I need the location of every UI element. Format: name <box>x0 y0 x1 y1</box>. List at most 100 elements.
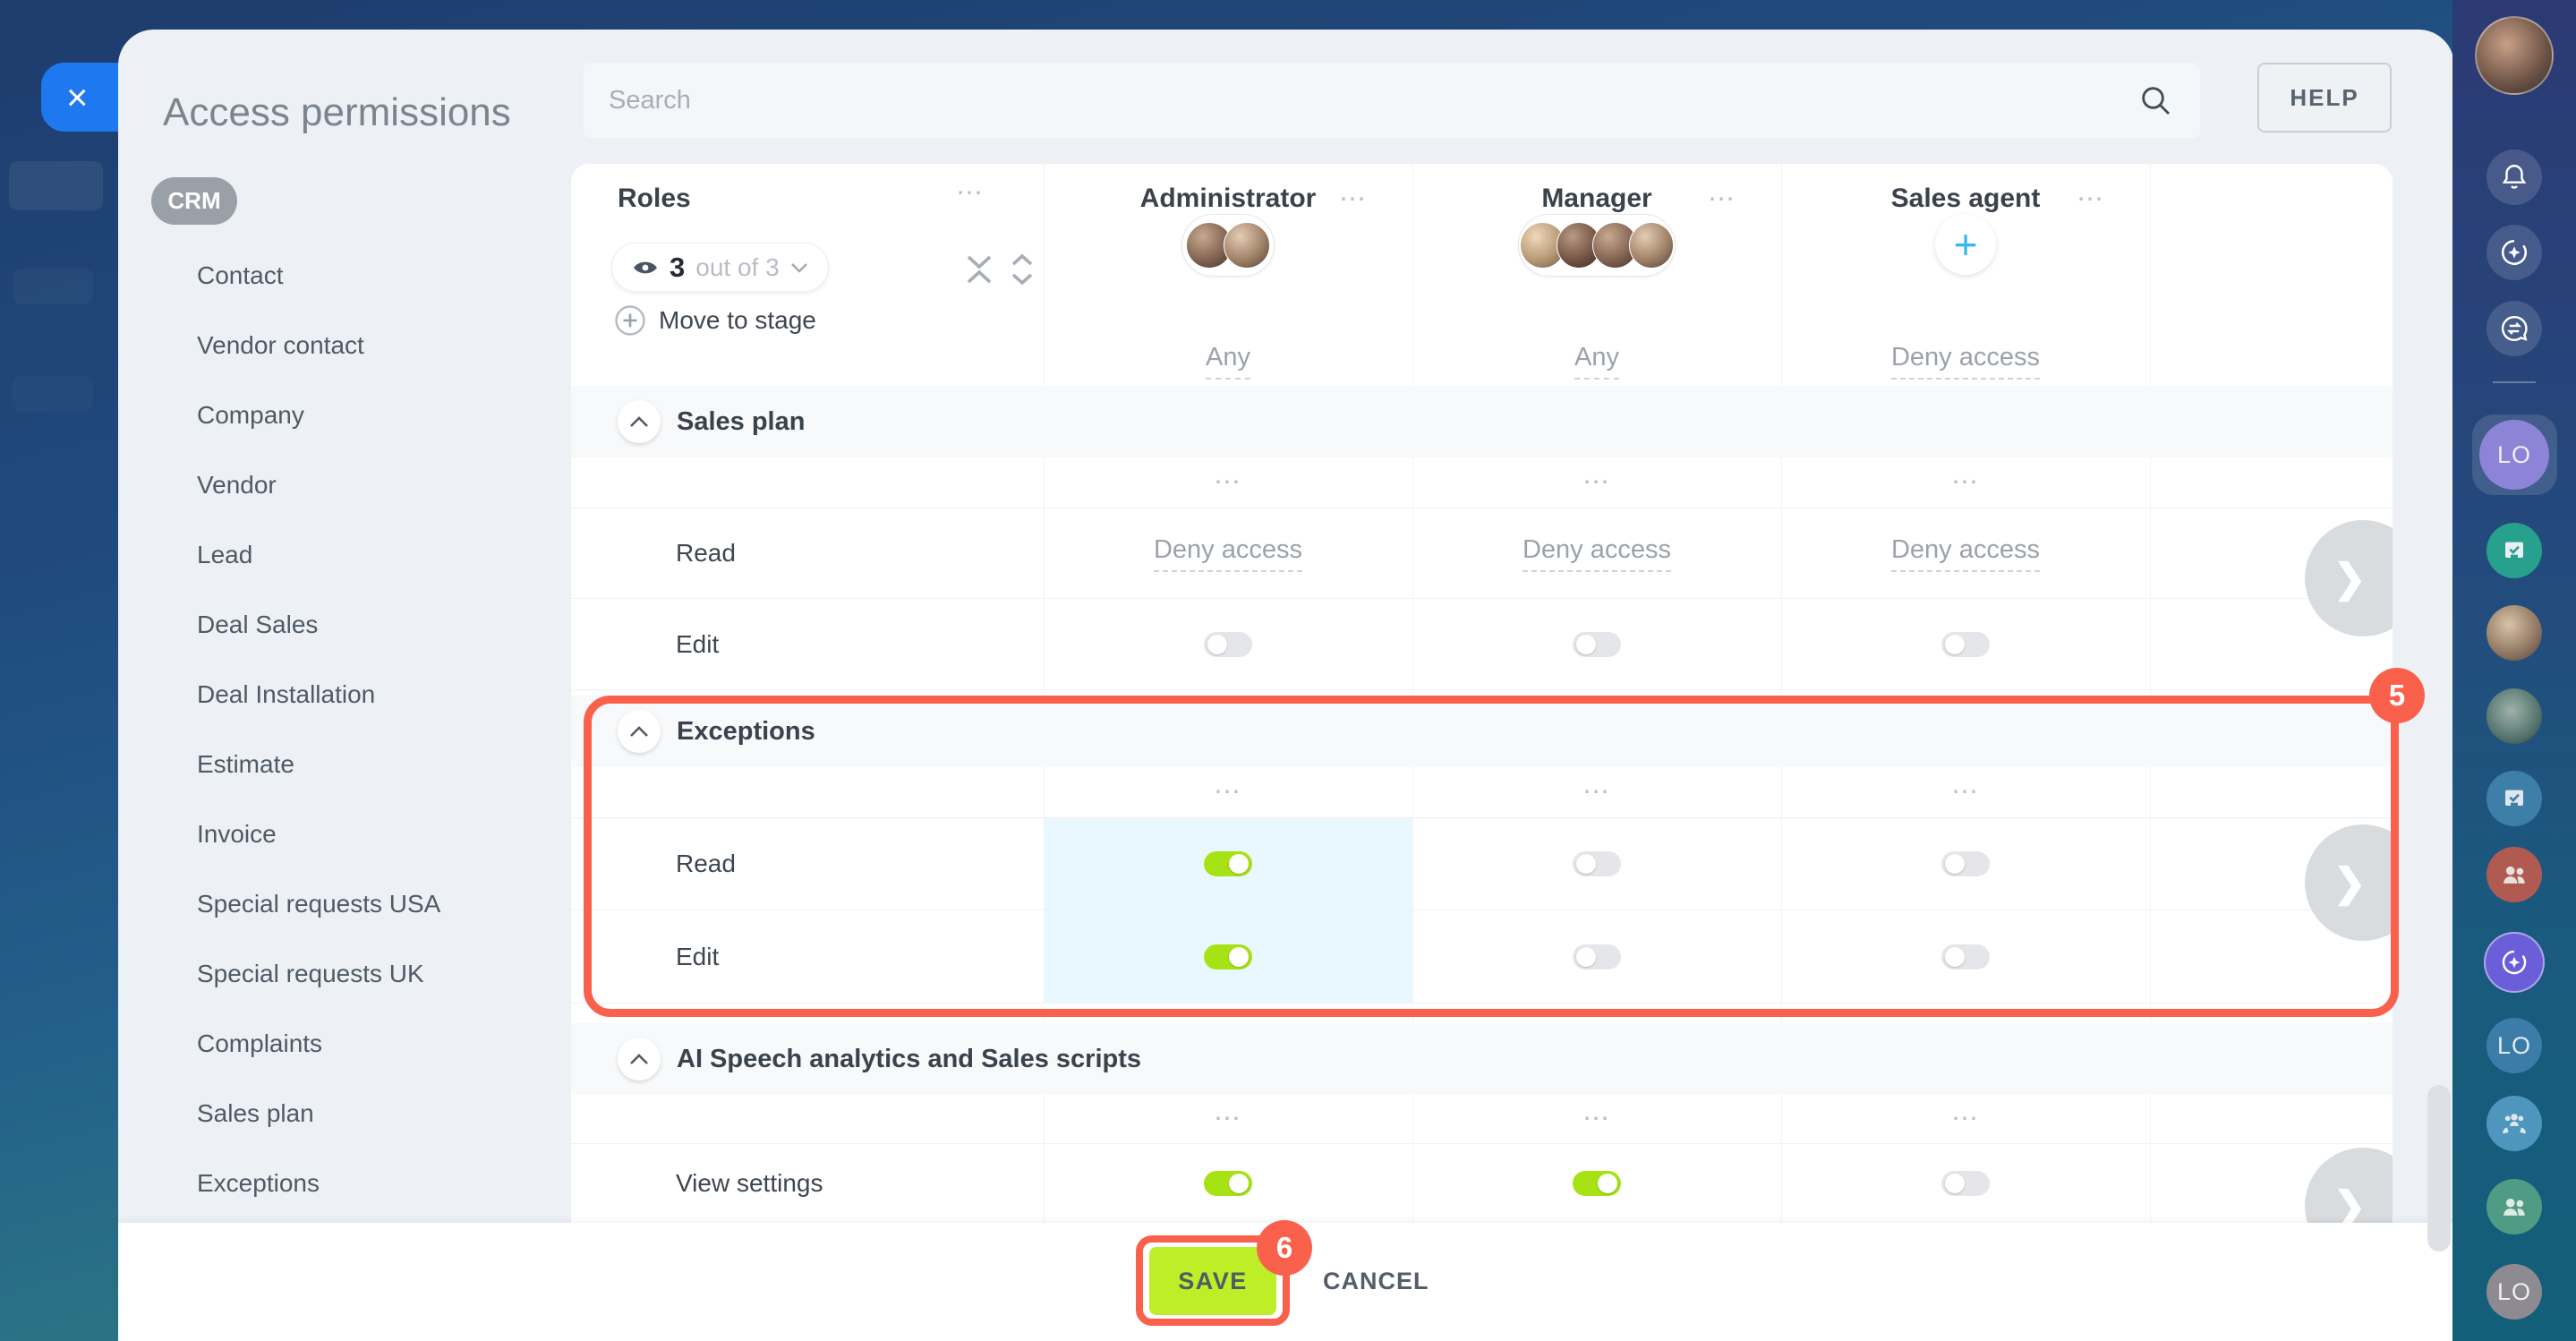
section-exceptions: Exceptions <box>571 696 2393 767</box>
cell-menu-icon[interactable]: ⋯ <box>1214 1104 1242 1133</box>
permission-toggle-off[interactable] <box>1941 944 1990 969</box>
scroll-columns-right-button[interactable]: ❯ <box>2305 1148 2393 1223</box>
help-button[interactable]: HELP <box>2257 63 2392 132</box>
cell-menu-icon[interactable]: ⋯ <box>1582 1104 1611 1133</box>
tasks-chat-button[interactable] <box>2486 771 2542 826</box>
sort-icon[interactable] <box>1010 253 1035 286</box>
manager-avatars[interactable] <box>1518 214 1676 277</box>
move-to-stage-button[interactable]: Move to stage <box>614 300 816 341</box>
permission-value-link[interactable]: Deny access <box>1890 535 2040 572</box>
nav-item-complaints[interactable]: Complaints <box>197 1029 323 1057</box>
nav-item-vendor[interactable]: Vendor <box>197 471 277 499</box>
permission-toggle-off[interactable] <box>1941 1171 1990 1196</box>
permission-toggle-off[interactable] <box>1941 631 1990 657</box>
row-label: Edit <box>676 942 720 970</box>
nav-item-sales-plan[interactable]: Sales plan <box>197 1099 314 1127</box>
chevron-right-icon: ❯ <box>2333 1183 2367 1224</box>
cell-menu-icon[interactable]: ⋯ <box>1951 467 1980 497</box>
notifications-button[interactable] <box>2486 149 2542 205</box>
manager-access-link[interactable]: Any <box>1574 343 1619 380</box>
column-divider <box>2150 164 2151 1223</box>
column-header-sales-agent: Sales agent <box>1890 184 2041 213</box>
cell-menu-icon[interactable]: ⋯ <box>1582 467 1611 497</box>
nav-item-exceptions[interactable]: Exceptions <box>197 1169 320 1197</box>
background-blur-hint <box>13 269 93 304</box>
administrator-menu-icon[interactable]: ⋯ <box>1339 184 1368 214</box>
nav-item-deal-sales[interactable]: Deal Sales <box>197 611 319 638</box>
plus-circle-icon <box>615 305 645 336</box>
nav-item-company[interactable]: Company <box>197 401 304 429</box>
people-icon <box>2503 1198 2525 1216</box>
chat-avatar-lo[interactable]: LO <box>2486 1264 2542 1320</box>
section-title: AI Speech analytics and Sales scripts <box>677 1044 1142 1073</box>
chat-avatar[interactable] <box>2486 688 2542 744</box>
group-chat-button[interactable] <box>2486 1179 2542 1234</box>
roles-menu-icon[interactable]: ⋯ <box>956 178 985 208</box>
permission-toggle-off[interactable] <box>1573 631 1621 657</box>
nav-item-special-requests-usa[interactable]: Special requests USA <box>197 890 441 918</box>
search-icon[interactable] <box>2137 82 2173 118</box>
permission-toggle-off[interactable] <box>1573 851 1621 876</box>
permission-toggle-on[interactable] <box>1204 944 1252 969</box>
cell-menu-icon[interactable]: ⋯ <box>1582 777 1611 807</box>
row-ai-view-settings: View settings <box>571 1144 2393 1223</box>
nav-item-deal-installation[interactable]: Deal Installation <box>197 680 376 708</box>
scroll-columns-right-button[interactable]: ❯ <box>2305 520 2393 636</box>
collapse-icon[interactable] <box>965 253 994 286</box>
nav-item-estimate[interactable]: Estimate <box>197 750 294 778</box>
task-check-icon <box>2505 790 2523 807</box>
entity-nav: Contact Vendor contact Company Vendor Le… <box>197 241 555 1218</box>
manager-menu-icon[interactable]: ⋯ <box>1708 184 1736 214</box>
permission-toggle-on[interactable] <box>1573 1171 1621 1196</box>
sales-agent-add-user-button[interactable]: + <box>1935 214 1996 275</box>
permission-value-link[interactable]: Deny access <box>1153 535 1302 572</box>
row-sales-plan-read: Read Deny access Deny access Deny access <box>571 508 2393 599</box>
nav-item-contact[interactable]: Contact <box>197 261 284 289</box>
tasks-chat-button[interactable] <box>2486 523 2542 578</box>
chat-avatar[interactable] <box>2486 605 2542 661</box>
close-icon: × <box>66 75 89 118</box>
permission-toggle-off[interactable] <box>1573 944 1621 969</box>
collapse-section-button[interactable] <box>618 1038 661 1080</box>
collapse-section-button[interactable] <box>618 400 661 443</box>
cancel-button[interactable]: CANCEL <box>1323 1267 1429 1294</box>
column-divider <box>1044 164 1045 1223</box>
nav-item-lead[interactable]: Lead <box>197 541 253 568</box>
nav-item-special-requests-uk[interactable]: Special requests UK <box>197 960 424 987</box>
copilot-chat-button[interactable] <box>2484 932 2545 993</box>
administrator-avatars[interactable] <box>1181 214 1275 277</box>
copilot-sparkle-icon <box>2502 950 2527 975</box>
background-blur-hint <box>13 376 93 412</box>
scroll-columns-right-button[interactable]: ❯ <box>2305 824 2393 941</box>
group-chat-button[interactable] <box>2486 847 2542 902</box>
permission-toggle-off[interactable] <box>1204 631 1252 657</box>
cell-menu-icon[interactable]: ⋯ <box>1951 777 1980 807</box>
administrator-access-link[interactable]: Any <box>1206 343 1250 380</box>
chat-avatar-lo[interactable]: LO <box>2479 420 2549 490</box>
vertical-scrollbar[interactable] <box>2427 1085 2451 1251</box>
nav-item-vendor-contact[interactable]: Vendor contact <box>197 331 364 359</box>
chevron-up-icon <box>630 725 648 737</box>
search-bar <box>584 63 2200 138</box>
cell-menu-icon[interactable]: ⋯ <box>1951 1104 1980 1133</box>
chat-avatar-lo[interactable]: LO <box>2486 1018 2542 1073</box>
roles-selector[interactable]: 3 out of 3 <box>611 243 829 292</box>
nav-item-invoice[interactable]: Invoice <box>197 820 277 848</box>
search-input[interactable] <box>584 85 2137 115</box>
save-button[interactable]: SAVE <box>1149 1247 1276 1315</box>
community-chat-button[interactable] <box>2486 1096 2542 1151</box>
collapse-section-button[interactable] <box>618 710 661 753</box>
permission-value-link[interactable]: Deny access <box>1522 535 1671 572</box>
cell-menu-icon[interactable]: ⋯ <box>1214 467 1242 497</box>
copilot-button[interactable] <box>2486 225 2542 280</box>
permission-toggle-off[interactable] <box>1941 851 1990 876</box>
permission-toggle-on[interactable] <box>1204 851 1252 876</box>
permission-toggle-on[interactable] <box>1204 1171 1252 1196</box>
chat-initials: LO <box>2496 440 2532 468</box>
user-avatar[interactable] <box>2475 16 2554 95</box>
cell-menu-icon[interactable]: ⋯ <box>1214 777 1242 807</box>
chat-sync-icon <box>2501 316 2528 341</box>
messenger-button[interactable] <box>2486 301 2542 356</box>
sales-agent-access-link[interactable]: Deny access <box>1890 343 2040 380</box>
sales-agent-menu-icon[interactable]: ⋯ <box>2077 184 2105 214</box>
